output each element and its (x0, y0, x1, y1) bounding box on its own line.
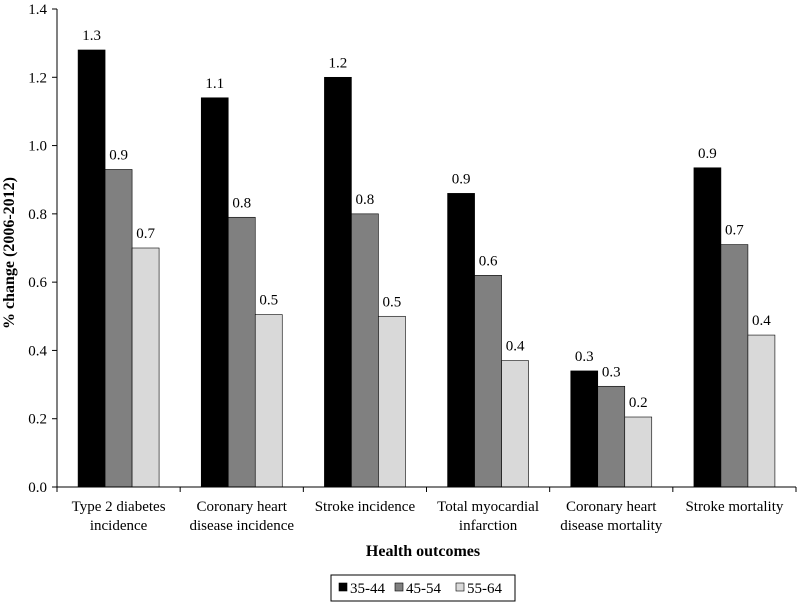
y-tick-label: 1.2 (28, 70, 47, 86)
data-label-45-54-1: 0.9 (109, 147, 128, 163)
data-label-55-64-4: 0.4 (506, 339, 525, 355)
bar-55-64-1 (131, 247, 160, 488)
axes-group (52, 8, 797, 492)
data-labels-group: 1.3 1.1 1.2 0.9 0.3 0.9 0.9 0.8 0.8 0.6 0.3 0.7 0.7 0… (82, 28, 771, 411)
bar-55-64-6 (747, 334, 776, 488)
data-label-55-64-3: 0.5 (383, 294, 402, 310)
y-tick-label: 0.0 (28, 480, 47, 496)
x-tick-label-3: Stroke incidence (315, 499, 416, 515)
bar-45-54-1 (104, 169, 133, 488)
y-tick-label: 0.6 (28, 275, 47, 291)
legend-label-45-54: 45-54 (406, 581, 441, 597)
bar-45-54-3 (351, 213, 379, 488)
bar-35-44-3 (324, 76, 352, 488)
data-label-55-64-2: 0.5 (259, 293, 278, 309)
legend-swatch-35-44 (338, 582, 348, 592)
data-label-35-44-5: 0.3 (575, 349, 594, 365)
bar-45-54-6 (720, 244, 749, 488)
x-tick-label-2: disease incidence (189, 518, 294, 534)
data-label-55-64-1: 0.7 (136, 226, 155, 242)
bar-55-64-3 (378, 315, 406, 488)
bar-55-64-2 (254, 314, 283, 488)
data-label-35-44-3: 1.2 (329, 55, 348, 71)
x-tick-label-5: disease mortality (560, 518, 663, 534)
bar-35-44-2 (200, 97, 229, 488)
bar-35-44-4 (447, 193, 475, 488)
y-tick-label: 0.4 (28, 343, 47, 359)
data-label-45-54-2: 0.8 (232, 195, 251, 211)
bar-35-44-5 (570, 370, 599, 488)
data-label-35-44-4: 0.9 (452, 171, 471, 187)
y-tick-labels: 0.0 0.2 0.4 0.6 0.8 1.0 1.2 1.4 (28, 2, 47, 496)
y-axis-title: % change (2006-2012) (1, 177, 18, 329)
bar-55-64-5 (624, 416, 653, 488)
y-tick-label: 1.0 (28, 139, 47, 155)
y-tick-label: 0.2 (28, 412, 47, 428)
x-tick-label-2: Coronary heart (197, 499, 288, 515)
y-tick-label: 1.4 (28, 2, 47, 18)
legend-label-35-44: 35-44 (350, 581, 385, 597)
legend-swatch-55-64 (455, 582, 465, 592)
data-label-55-64-6: 0.4 (752, 313, 771, 329)
data-label-45-54-4: 0.6 (479, 253, 498, 269)
x-tick-label-4: infarction (459, 518, 518, 534)
x-tick-label-1: incidence (90, 518, 148, 534)
data-label-35-44-2: 1.1 (205, 76, 224, 92)
x-tick-label-5: Coronary heart (566, 499, 657, 515)
data-label-35-44-6: 0.9 (698, 146, 717, 162)
bar-35-44-6 (693, 167, 722, 488)
legend-box (330, 574, 516, 602)
y-tick-label: 0.8 (28, 207, 47, 223)
bars-group (77, 49, 776, 488)
data-label-55-64-5: 0.2 (629, 395, 648, 411)
bar-45-54-5 (597, 385, 626, 488)
x-tick-label-4: Total myocardial (437, 499, 539, 515)
x-axis-title: Health outcomes (366, 543, 480, 560)
legend-swatch-45-54 (394, 582, 404, 592)
data-label-45-54-5: 0.3 (602, 364, 621, 380)
bar-35-44-1 (77, 49, 106, 488)
x-tick-labels: Type 2 diabetes incidence Coronary heart di… (72, 499, 784, 534)
x-tick-label-1: Type 2 diabetes (72, 499, 166, 515)
data-label-45-54-6: 0.7 (725, 223, 744, 239)
legend-label-55-64: 55-64 (467, 581, 502, 597)
data-label-35-44-1: 1.3 (82, 28, 101, 44)
bar-55-64-4 (501, 360, 529, 488)
legend: 35-44 45-54 55-64 (330, 574, 516, 602)
bar-45-54-2 (227, 216, 256, 488)
x-tick-label-6: Stroke mortality (685, 499, 783, 515)
data-label-45-54-3: 0.8 (356, 192, 375, 208)
bar-45-54-4 (474, 275, 502, 488)
